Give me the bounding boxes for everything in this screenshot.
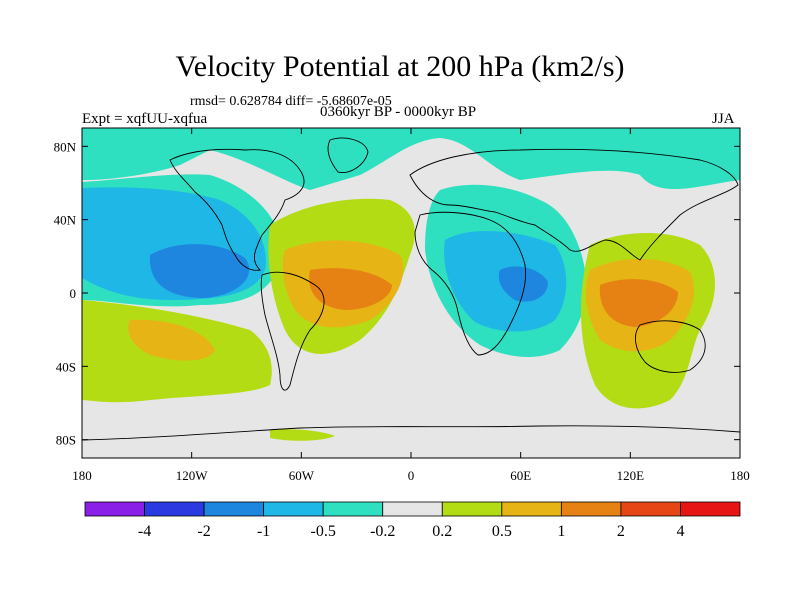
lat-label: 80N: [54, 139, 77, 154]
lon-label: 0: [408, 468, 415, 483]
colorbar: -4 -2 -1 -0.5 -0.2 0.2 0.5 1 2 4: [84, 501, 741, 540]
colorbar-swatch: [144, 501, 205, 517]
colorbar-label: -2: [197, 523, 210, 540]
colorbar-label: -4: [138, 523, 151, 540]
experiment-label: Expt = xqfUU-xqfua: [82, 111, 208, 127]
colorbar-swatch: [322, 501, 384, 517]
colorbar-swatch: [382, 501, 443, 517]
lon-label: 60W: [289, 468, 315, 483]
season-label: JJA: [712, 111, 735, 127]
lat-label: 40S: [56, 359, 76, 374]
coastlines: [82, 137, 740, 441]
coastline-africa: [414, 211, 527, 356]
lon-label: 60E: [510, 468, 531, 483]
colorbar-swatch: [203, 501, 265, 517]
contour-asia-1: [599, 279, 678, 327]
coastline-south-america: [260, 271, 325, 391]
contour-atlantic-1: [309, 268, 392, 310]
lon-label: 120W: [176, 468, 209, 483]
colorbar-label: 1: [557, 523, 565, 540]
rmsd-diff-stats: rmsd= 0.628784 diff= -5.68607e-05: [190, 94, 392, 109]
lat-label: 40N: [54, 213, 77, 228]
contour-north-polar: [82, 128, 740, 190]
period-label: 0360kyr BP - 0000kyr BP: [320, 104, 477, 120]
colorbar-swatch: [263, 501, 324, 517]
colorbar-label: 4: [676, 523, 684, 540]
colorbar-label: 0.2: [432, 523, 452, 540]
colorbar-label: -1: [257, 523, 270, 540]
contour-pacific-m1: [149, 244, 250, 298]
contour-antarctic: [82, 410, 740, 458]
colorbar-swatch: [560, 501, 622, 517]
lat-label: 80S: [56, 433, 76, 448]
axes-layer: 80N 40N 0 40S 80S 180 120W 60W 0 60E 120E 180: [54, 128, 750, 483]
colorbar-label: 2: [617, 523, 625, 540]
coastline-eurasia: [409, 148, 739, 261]
colorbar-swatch: [441, 501, 503, 517]
colorbar-label: -0.2: [370, 523, 395, 540]
colorbar-label: -0.5: [311, 523, 336, 540]
colorbar-swatch: [501, 501, 562, 517]
contour-fill-layer: [82, 128, 740, 458]
coastline-antarctica: [82, 425, 740, 441]
lat-label: 0: [70, 286, 77, 301]
lon-label: 180: [730, 468, 750, 483]
contour-antarctic-positive: [270, 429, 335, 441]
coastline-north-america: [169, 148, 305, 271]
colorbar-swatch: [620, 501, 681, 517]
lon-label: 120E: [617, 468, 645, 483]
contour-africa-m1: [498, 266, 548, 302]
colorbar-swatch: [84, 501, 145, 517]
map-title: Velocity Potential at 200 hPa (km2/s): [175, 50, 625, 83]
colorbar-swatch: [680, 501, 741, 517]
coastline-australia: [634, 320, 706, 373]
colorbar-label: 0.5: [492, 523, 512, 540]
contour-south-pacific-05: [128, 319, 215, 361]
lon-label: 180: [72, 468, 92, 483]
coastline-greenland: [327, 137, 369, 173]
